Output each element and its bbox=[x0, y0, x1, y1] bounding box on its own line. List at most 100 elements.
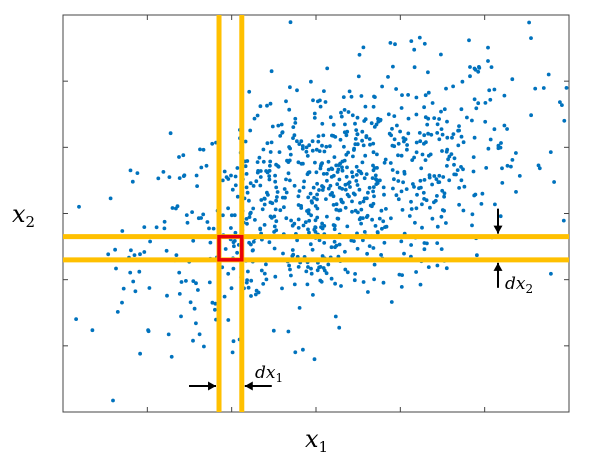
scatter-point bbox=[307, 218, 312, 223]
scatter-point bbox=[480, 191, 485, 196]
scatter-point bbox=[367, 185, 372, 190]
scatter-point bbox=[488, 137, 493, 142]
scatter-point bbox=[353, 121, 357, 126]
scatter-point bbox=[420, 152, 425, 157]
scatter-point bbox=[527, 20, 531, 25]
scatter-point bbox=[430, 182, 434, 187]
scatter-point bbox=[477, 66, 482, 70]
scatter-point bbox=[398, 129, 402, 134]
scatter-point bbox=[396, 197, 401, 202]
scatter-point bbox=[196, 288, 200, 292]
scatter-point bbox=[371, 104, 376, 109]
scatter-point bbox=[361, 143, 366, 148]
scatter-point bbox=[406, 131, 411, 136]
scatter-point bbox=[324, 144, 329, 149]
scatter-point bbox=[492, 87, 497, 92]
scatter-point bbox=[244, 280, 249, 285]
scatter-point bbox=[380, 226, 384, 231]
scatter-point bbox=[319, 225, 323, 230]
scatter-point bbox=[248, 181, 253, 186]
scatter-point bbox=[337, 325, 342, 330]
scatter-point bbox=[492, 127, 497, 132]
scatter-point bbox=[468, 74, 472, 79]
scatter-point bbox=[455, 168, 460, 173]
scatter-point bbox=[337, 185, 342, 190]
scatter-point bbox=[138, 351, 143, 356]
scatter-point bbox=[168, 131, 173, 136]
scatter-point bbox=[320, 143, 324, 148]
scatter-point bbox=[318, 164, 323, 168]
scatter-point bbox=[289, 273, 293, 278]
scatter-point bbox=[258, 104, 263, 109]
scatter-point bbox=[309, 271, 314, 276]
scatter-point bbox=[253, 292, 258, 297]
scatter-point bbox=[201, 147, 206, 152]
scatter-point bbox=[444, 221, 448, 225]
scatter-point bbox=[284, 216, 289, 221]
scatter-point bbox=[483, 101, 488, 105]
scatter-point bbox=[388, 161, 393, 165]
scatter-point bbox=[303, 220, 308, 225]
scatter-point bbox=[301, 347, 305, 352]
scatter-point bbox=[435, 263, 440, 268]
scatter-point bbox=[249, 278, 254, 283]
scatter-point bbox=[115, 310, 120, 314]
scatter-point bbox=[266, 193, 270, 197]
scatter-point bbox=[358, 201, 362, 205]
scatter-point bbox=[439, 109, 443, 114]
scatter-point bbox=[502, 93, 507, 98]
scatter-point bbox=[333, 281, 337, 286]
scatter-point bbox=[272, 246, 277, 251]
scatter-point bbox=[389, 216, 393, 221]
scatter-point bbox=[422, 178, 427, 182]
scatter-point bbox=[274, 219, 279, 224]
scatter-point bbox=[247, 198, 251, 203]
scatter-point bbox=[402, 169, 407, 174]
scatter-point bbox=[471, 169, 476, 174]
scatter-point bbox=[426, 153, 431, 158]
scatter-point bbox=[233, 230, 238, 235]
scatter-point bbox=[304, 149, 309, 154]
scatter-point bbox=[351, 154, 355, 159]
scatter-point bbox=[332, 239, 337, 244]
scatter-point bbox=[439, 52, 443, 57]
scatter-point bbox=[251, 206, 256, 211]
scatter-point bbox=[293, 121, 298, 125]
scatter-point bbox=[368, 142, 372, 147]
scatter-point bbox=[426, 90, 431, 95]
scatter-point bbox=[276, 123, 281, 128]
scatter-point bbox=[213, 301, 218, 306]
scatter-point bbox=[403, 137, 408, 142]
scatter-point bbox=[529, 113, 533, 118]
scatter-point bbox=[274, 185, 279, 190]
scatter-point bbox=[292, 183, 297, 188]
scatter-point bbox=[486, 146, 491, 151]
scatter-point bbox=[207, 280, 212, 285]
scatter-point bbox=[262, 271, 267, 276]
scatter-point bbox=[244, 172, 249, 176]
scatter-point bbox=[373, 95, 377, 99]
scatter-point bbox=[471, 155, 476, 160]
scatter-point bbox=[537, 166, 542, 171]
scatter-point bbox=[297, 306, 302, 310]
scatter-point bbox=[418, 139, 423, 144]
scatter-point bbox=[205, 220, 210, 224]
scatter-point bbox=[339, 110, 343, 115]
scatter-point bbox=[536, 163, 541, 168]
scatter-point bbox=[517, 174, 522, 178]
scatter-point bbox=[450, 135, 454, 140]
scatter-point bbox=[248, 128, 253, 133]
scatter-point bbox=[284, 99, 288, 104]
scatter-point bbox=[457, 202, 461, 207]
scatter-point bbox=[353, 142, 358, 147]
dx1-right-arrow-head bbox=[244, 381, 253, 391]
scatter-point bbox=[279, 122, 284, 127]
highlight-cell bbox=[217, 234, 244, 262]
scatter-point bbox=[312, 111, 317, 116]
scatter-point bbox=[246, 285, 251, 290]
scatter-point bbox=[267, 177, 272, 182]
scatter-point bbox=[161, 170, 166, 174]
scatter-point bbox=[207, 226, 211, 231]
scatter-point bbox=[335, 170, 340, 174]
scatter-point bbox=[165, 293, 169, 298]
